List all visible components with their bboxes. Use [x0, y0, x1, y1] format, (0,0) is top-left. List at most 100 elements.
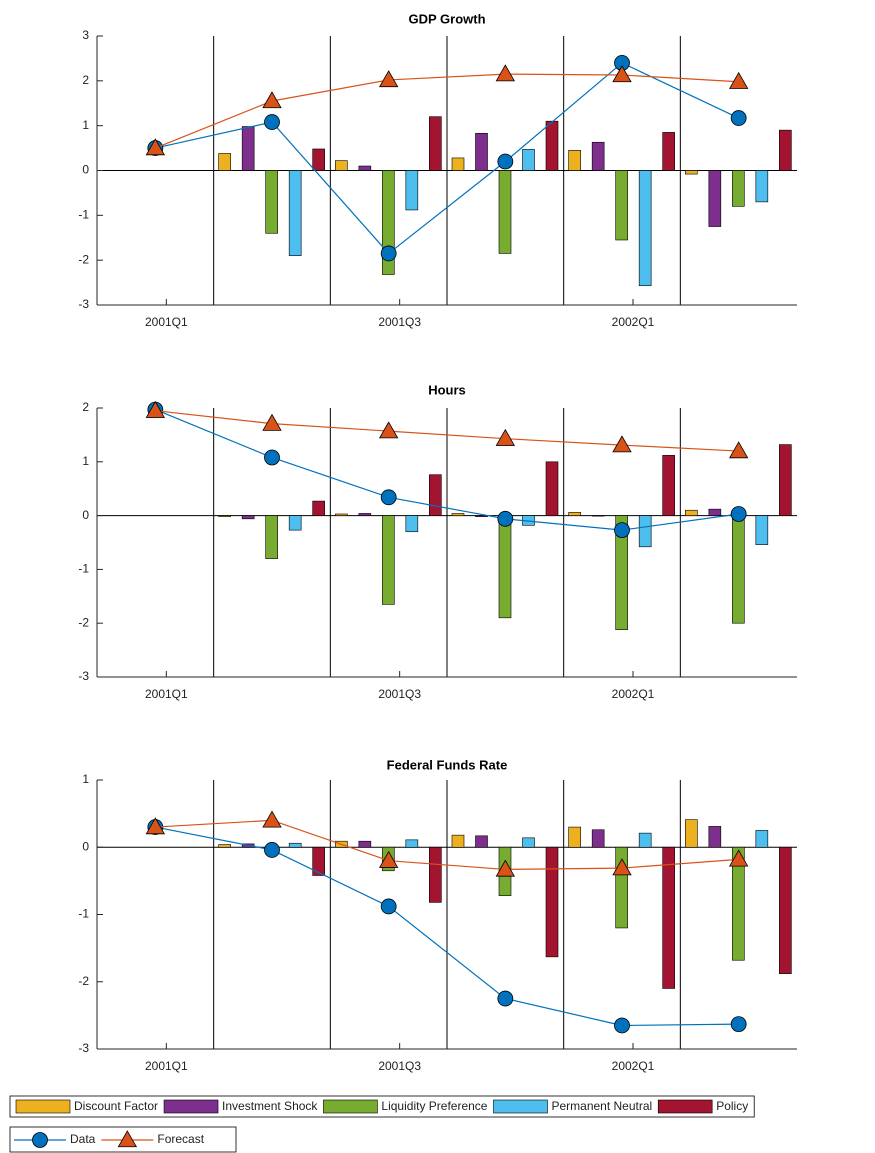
legend-label: Liquidity Preference: [381, 1099, 487, 1113]
bar: [708, 826, 722, 848]
bar: [685, 509, 698, 516]
y-tick-label: -3: [78, 1041, 89, 1055]
bar: [638, 515, 652, 548]
bar: [429, 116, 442, 171]
legend-label: Permanent Neutral: [551, 1099, 652, 1113]
bar: [335, 513, 348, 516]
bar: [312, 148, 325, 171]
point: [497, 153, 514, 170]
bar: [755, 515, 769, 545]
bar: [405, 839, 419, 848]
bar: [475, 132, 488, 171]
y-tick-label: 2: [82, 73, 89, 87]
bar: [475, 835, 488, 848]
bar: [545, 461, 559, 516]
bar: [685, 170, 698, 175]
x-tick-label: 2001Q1: [145, 315, 188, 329]
point: [262, 810, 282, 828]
bar: [779, 846, 792, 974]
bar: [591, 141, 605, 171]
bar: [429, 846, 442, 903]
legend-swatch: [493, 1099, 548, 1114]
bar: [451, 513, 465, 516]
point: [730, 110, 747, 126]
x-tick-label: 2002Q1: [612, 1059, 655, 1073]
y-tick-label: -1: [78, 562, 89, 576]
bar: [638, 832, 652, 848]
x-tick-label: 2001Q1: [145, 687, 188, 701]
bar: [545, 120, 559, 171]
point: [612, 65, 632, 83]
point: [380, 489, 397, 506]
y-tick-label: -1: [78, 907, 89, 921]
bar: [685, 819, 698, 848]
y-tick-label: -3: [78, 297, 89, 311]
bar: [335, 160, 348, 171]
bar: [779, 129, 792, 171]
point: [495, 859, 516, 877]
point: [378, 421, 399, 439]
bar: [662, 846, 675, 989]
point: [264, 842, 280, 858]
y-tick-label: 0: [82, 508, 89, 522]
bar: [451, 157, 465, 171]
legend-swatch: [163, 1099, 219, 1114]
bar: [732, 170, 745, 207]
x-tick-label: 2001Q1: [145, 1059, 188, 1073]
legend-swatch: [657, 1099, 713, 1114]
bar: [218, 153, 231, 171]
y-tick-label: -2: [78, 252, 89, 266]
line: [155, 410, 739, 452]
point: [378, 850, 399, 868]
y-tick-label: 3: [82, 28, 89, 42]
point: [730, 1016, 747, 1033]
bar: [615, 170, 628, 241]
point: [378, 70, 399, 88]
line: [155, 62, 739, 255]
bar: [288, 842, 302, 848]
point: [380, 898, 397, 915]
legend-label: Discount Factor: [74, 1099, 158, 1113]
bar: [755, 830, 769, 848]
bar: [615, 515, 628, 630]
bar: [638, 170, 652, 287]
bar: [545, 846, 559, 958]
bar: [498, 515, 512, 619]
point: [728, 849, 749, 867]
bar: [451, 834, 465, 848]
bar: [568, 150, 581, 171]
bar: [265, 170, 278, 234]
point: [264, 114, 280, 130]
chart-title: GDP Growth: [408, 11, 485, 26]
bar: [358, 840, 372, 848]
chart-title: Hours: [428, 382, 466, 397]
bar: [358, 165, 372, 171]
line: [155, 73, 739, 149]
point: [145, 138, 166, 156]
bar: [591, 515, 605, 517]
bar: [218, 844, 231, 848]
legend-marker: [117, 1130, 138, 1148]
point: [380, 245, 397, 262]
point: [495, 64, 516, 82]
legend-label: Investment Shock: [222, 1099, 318, 1113]
legend-label: Policy: [716, 1099, 748, 1113]
point: [497, 990, 514, 1007]
bar: [218, 515, 231, 517]
bar: [241, 515, 255, 520]
legend-label: Forecast: [157, 1132, 204, 1146]
y-tick-label: -2: [78, 615, 89, 629]
bar: [405, 170, 419, 211]
point: [730, 506, 747, 522]
x-tick-label: 2001Q3: [378, 315, 421, 329]
bar: [382, 515, 395, 605]
bar: [755, 170, 769, 203]
bar: [591, 829, 605, 848]
y-tick-label: 1: [82, 772, 89, 786]
point: [145, 817, 166, 835]
bar: [265, 515, 278, 559]
y-tick-label: -1: [78, 208, 89, 222]
bar: [662, 132, 675, 171]
point: [145, 400, 166, 418]
